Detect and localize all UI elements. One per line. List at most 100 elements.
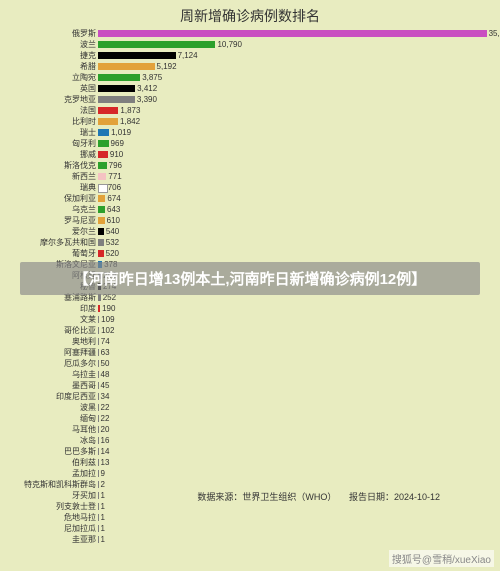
bar-row: 立陶宛3,875 [98, 72, 490, 83]
bar-value-label: 3,412 [137, 83, 157, 94]
bar-category-label: 乌拉圭 [72, 369, 98, 380]
bar-rect [98, 470, 99, 477]
bar-rect [98, 415, 99, 422]
bar-category-label: 尼加拉瓜 [64, 523, 98, 534]
bar-rect [98, 371, 99, 378]
bar-value-label: 9 [101, 468, 105, 479]
bar-category-label: 匈牙利 [72, 138, 98, 149]
bar-row: 特克斯和凯科斯群岛2 [98, 479, 490, 490]
bar-value-label: 2 [101, 479, 105, 490]
bar-rect [98, 74, 140, 81]
bar-value-label: 643 [107, 204, 120, 215]
bar-value-label: 74 [101, 336, 110, 347]
bar-category-label: 圭亚那 [72, 534, 98, 545]
bar-rect [98, 503, 99, 510]
bar-row: 比利时1,842 [98, 116, 490, 127]
bar-row: 英国3,412 [98, 83, 490, 94]
bar-value-label: 13 [101, 457, 110, 468]
bar-rect [98, 96, 135, 103]
bar-category-label: 马耳他 [72, 424, 98, 435]
bar-rect [98, 107, 118, 114]
bar-value-label: 674 [107, 193, 120, 204]
bar-value-label: 190 [102, 303, 115, 314]
bar-category-label: 英国 [80, 83, 98, 94]
bar-rect [98, 437, 99, 444]
bar-row: 捷克7,124 [98, 50, 490, 61]
bar-rect [98, 382, 99, 389]
bar-row: 新西兰771 [98, 171, 490, 182]
bar-row: 波黑22 [98, 402, 490, 413]
bar-value-label: 532 [106, 237, 119, 248]
bar-rect [98, 514, 99, 521]
bar-rect [98, 184, 108, 193]
bar-row: 保加利亚674 [98, 193, 490, 204]
bar-value-label: 1 [101, 523, 105, 534]
bar-value-label: 706 [108, 182, 121, 193]
bar-row: 阿塞拜疆63 [98, 347, 490, 358]
bar-value-label: 20 [101, 424, 110, 435]
bar-rect [98, 85, 135, 92]
bar-value-label: 796 [109, 160, 122, 171]
bar-value-label: 1 [101, 512, 105, 523]
bar-value-label: 1 [101, 501, 105, 512]
bar-value-label: 10,790 [217, 39, 241, 50]
bar-row: 冰岛16 [98, 435, 490, 446]
bar-row: 缅甸22 [98, 413, 490, 424]
bar-rect [98, 525, 99, 532]
bar-category-label: 挪威 [80, 149, 98, 160]
bar-category-label: 列支敦士登 [56, 501, 98, 512]
bar-value-label: 1 [101, 534, 105, 545]
bar-row: 乌拉圭48 [98, 369, 490, 380]
bar-category-label: 孟加拉 [72, 468, 98, 479]
bar-rect [98, 327, 99, 334]
bar-category-label: 冰岛 [80, 435, 98, 446]
bar-rect [98, 349, 99, 356]
bar-category-label: 比利时 [72, 116, 98, 127]
bar-rect [98, 30, 487, 37]
bar-rect [98, 52, 176, 59]
bar-row: 墨西哥45 [98, 380, 490, 391]
bar-rect [98, 217, 105, 224]
bar-rect [98, 360, 99, 367]
bar-rect [98, 206, 105, 213]
bar-category-label: 爱尔兰 [72, 226, 98, 237]
bar-row: 圭亚那1 [98, 534, 490, 545]
bar-row: 厄瓜多尔50 [98, 358, 490, 369]
bar-row: 波兰10,790 [98, 39, 490, 50]
bar-category-label: 罗马尼亚 [64, 215, 98, 226]
bar-rect [98, 118, 118, 125]
bar-value-label: 3,875 [142, 72, 162, 83]
bar-category-label: 瑞典 [80, 182, 98, 193]
bar-category-label: 墨西哥 [72, 380, 98, 391]
bar-row: 奥地利74 [98, 336, 490, 347]
bar-rect [98, 41, 215, 48]
bar-value-label: 540 [106, 226, 119, 237]
bar-value-label: 771 [108, 171, 121, 182]
bar-category-label: 希腊 [80, 61, 98, 72]
bar-row: 罗马尼亚610 [98, 215, 490, 226]
bar-rect [98, 195, 105, 202]
bar-row: 摩尔多瓦共和国532 [98, 237, 490, 248]
bar-category-label: 瑞士 [80, 127, 98, 138]
source-label: 数据来源：世界卫生组织（WHO） [197, 492, 336, 502]
bar-row: 克罗地亚3,390 [98, 94, 490, 105]
bar-row: 伯利兹13 [98, 457, 490, 468]
bar-value-label: 3,390 [137, 94, 157, 105]
bar-value-label: 35,689 [489, 28, 500, 39]
bar-rect [98, 536, 99, 543]
bar-value-label: 910 [110, 149, 123, 160]
bar-category-label: 巴巴多斯 [64, 446, 98, 457]
bar-value-label: 14 [101, 446, 110, 457]
bar-category-label: 阿塞拜疆 [64, 347, 98, 358]
bar-category-label: 葡萄牙 [72, 248, 98, 259]
bar-row: 哥伦比亚102 [98, 325, 490, 336]
bar-category-label: 缅甸 [80, 413, 98, 424]
bar-category-label: 法国 [80, 105, 98, 116]
bar-row: 挪威910 [98, 149, 490, 160]
bar-rect [98, 173, 106, 180]
bar-row: 瑞典706 [98, 182, 490, 193]
bar-row: 希腊5,192 [98, 61, 490, 72]
bar-row: 乌克兰643 [98, 204, 490, 215]
bar-row: 尼加拉瓜1 [98, 523, 490, 534]
bar-value-label: 1,873 [120, 105, 140, 116]
